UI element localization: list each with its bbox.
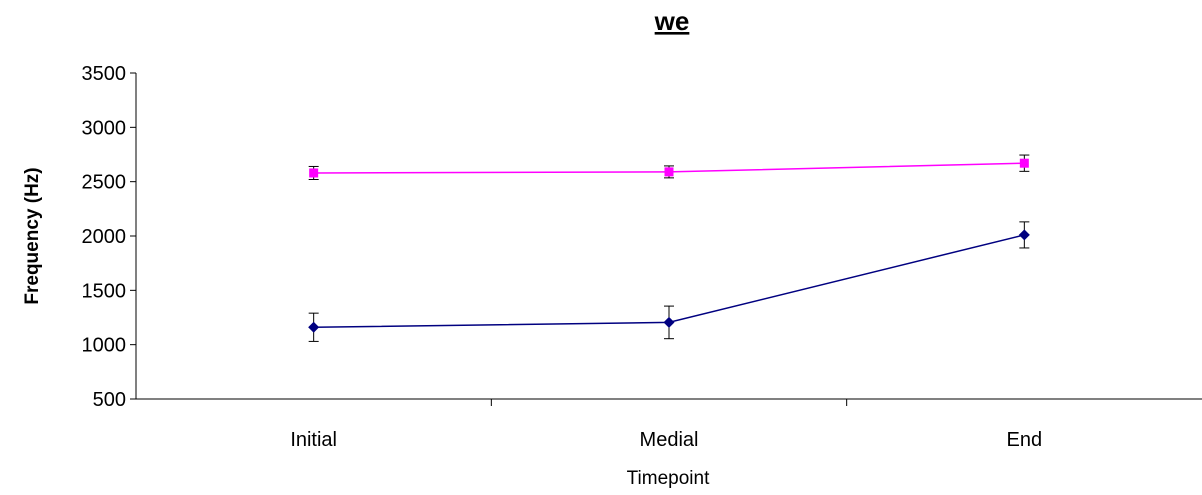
series-2: [308, 221, 1030, 342]
chart-title: we: [654, 6, 690, 36]
y-axis-ticks: 500 1000 1500 2000 2500 3000 3500: [82, 63, 136, 411]
x-tick-label: Initial: [290, 429, 337, 451]
x-axis-ticks: Initial Medial End: [290, 399, 1042, 451]
y-tick-label: 2500: [82, 172, 127, 194]
x-tick-label: Medial: [640, 429, 699, 451]
data-point: [308, 321, 320, 333]
y-axis-label: Frequency (Hz): [22, 167, 43, 304]
data-point: [1018, 229, 1030, 241]
x-axis-label: Timepoint: [627, 468, 710, 489]
data-point: [664, 167, 674, 177]
series-1: [308, 154, 1030, 180]
y-tick-label: 3500: [82, 63, 127, 85]
y-tick-label: 3000: [82, 117, 127, 139]
y-tick-label: 500: [93, 389, 126, 411]
y-tick-label: 1500: [82, 280, 127, 302]
data-point: [1019, 158, 1029, 168]
series-layer: [308, 154, 1030, 342]
data-point: [309, 168, 319, 178]
y-tick-label: 2000: [82, 226, 127, 248]
y-tick-label: 1000: [82, 335, 127, 357]
axes: [135, 73, 1202, 400]
x-tick-label: End: [1007, 429, 1043, 451]
data-point: [663, 316, 675, 328]
